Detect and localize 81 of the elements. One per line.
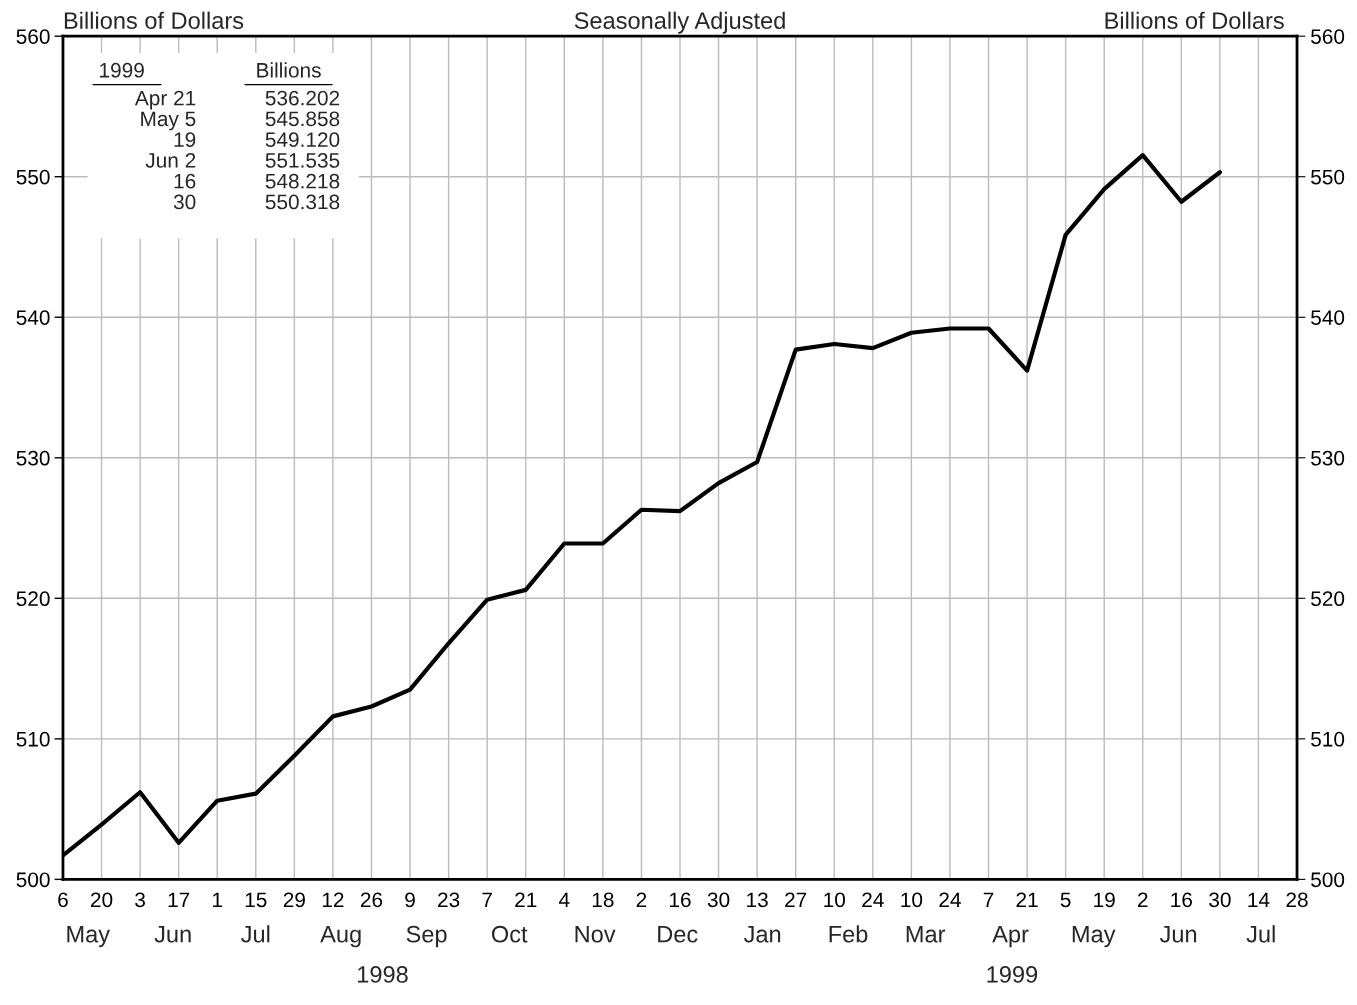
x-tick-label: 18 [592, 892, 614, 908]
y2-tick-label: 520 [1311, 591, 1345, 607]
y-tick-label: 520 [16, 591, 50, 607]
y-tick-label: 500 [16, 872, 50, 888]
annotation: 30 [173, 194, 196, 210]
x-tick-label: 24 [939, 892, 961, 907]
x-tick-label: 26 [360, 892, 383, 908]
annotation: Billions [257, 62, 321, 78]
x-tick-label: 30 [707, 892, 730, 908]
text: Oct [491, 925, 528, 943]
text: 1998 [358, 966, 408, 983]
x-tick-label: 6 [58, 892, 68, 908]
text: Sep [406, 925, 447, 948]
x-tick-label: 28 [1286, 892, 1308, 908]
x-tick-label: 10 [824, 892, 846, 908]
x-tick-label: 21 [1016, 892, 1038, 907]
annotation: 548.218 [265, 173, 340, 189]
y-tick-label: 550 [16, 169, 50, 185]
text: Aug [320, 926, 361, 948]
text: Nov [575, 926, 616, 943]
annotation: Apr 21 [134, 90, 196, 110]
text: Jul [1246, 925, 1275, 943]
x-tick-label: 1 [213, 892, 222, 907]
x-tick-label: 16 [670, 892, 691, 908]
y2-tick-label: 540 [1311, 310, 1345, 325]
x-tick-label: 15 [245, 892, 267, 908]
x-tick-label: 7 [983, 892, 994, 907]
y-tick-label: 540 [16, 310, 50, 325]
x-tick-label: 2 [636, 892, 647, 907]
x-tick-label: 9 [405, 892, 415, 908]
text: Jan [743, 926, 781, 943]
text: Jun [154, 926, 191, 943]
y2-tick-label: 560 [1311, 29, 1345, 44]
x-tick-label: 4 [558, 892, 570, 907]
y2-axis-title: Billions of Dollars [1105, 11, 1284, 29]
y2-tick-label: 530 [1311, 450, 1345, 466]
y-axis-title: Billions of Dollars [64, 11, 244, 29]
x-tick-label: 10 [901, 892, 923, 908]
text: 1999 [987, 966, 1038, 983]
text: Feb [829, 925, 868, 943]
x-tick-label: 27 [785, 892, 807, 907]
text: Mar [906, 926, 946, 943]
text: Apr [992, 926, 1029, 948]
x-tick-label: 30 [1209, 892, 1231, 908]
x-tick-label: 21 [515, 892, 537, 907]
x-tick-label: 7 [482, 892, 492, 907]
text: Dec [658, 926, 698, 943]
x-tick-label: 20 [90, 892, 113, 908]
y2-tick-label: 510 [1311, 731, 1345, 747]
annotation: May 5 [141, 111, 196, 131]
y-tick-label: 510 [16, 731, 50, 747]
annotation: 19 [174, 132, 196, 147]
text: May [1072, 926, 1116, 948]
text: Jul [241, 925, 270, 943]
annotation: 1999 [100, 62, 144, 78]
x-tick-label: 24 [862, 892, 884, 907]
x-tick-label: 14 [1248, 892, 1270, 907]
annotation: 551.535 [265, 153, 340, 168]
x-tick-label: 12 [322, 892, 344, 907]
chart-title: Seasonally Adjusted [574, 11, 785, 34]
text: May [67, 926, 111, 948]
annotation: 550.318 [265, 194, 340, 210]
annotation: 545.858 [265, 111, 340, 127]
x-tick-label: 29 [283, 892, 305, 908]
x-tick-label: 17 [168, 892, 190, 907]
x-tick-label: 23 [438, 892, 460, 908]
y2-tick-label: 550 [1311, 169, 1345, 185]
y-tick-label: 530 [16, 450, 50, 466]
annotation: 549.120 [265, 132, 340, 147]
x-tick-label: 13 [747, 892, 768, 908]
x-tick-label: 19 [1094, 892, 1115, 908]
text: Jun [1159, 926, 1197, 943]
annotation: 536.202 [265, 90, 340, 106]
x-tick-label: 3 [135, 892, 145, 908]
y-tick-label: 560 [16, 29, 50, 44]
annotation: 16 [174, 173, 196, 189]
annotation: Jun 2 [145, 153, 196, 168]
x-tick-label: 2 [1138, 892, 1148, 907]
x-tick-label: 5 [1060, 892, 1071, 908]
x-tick-label: 16 [1171, 892, 1192, 908]
y2-tick-label: 500 [1311, 872, 1345, 888]
